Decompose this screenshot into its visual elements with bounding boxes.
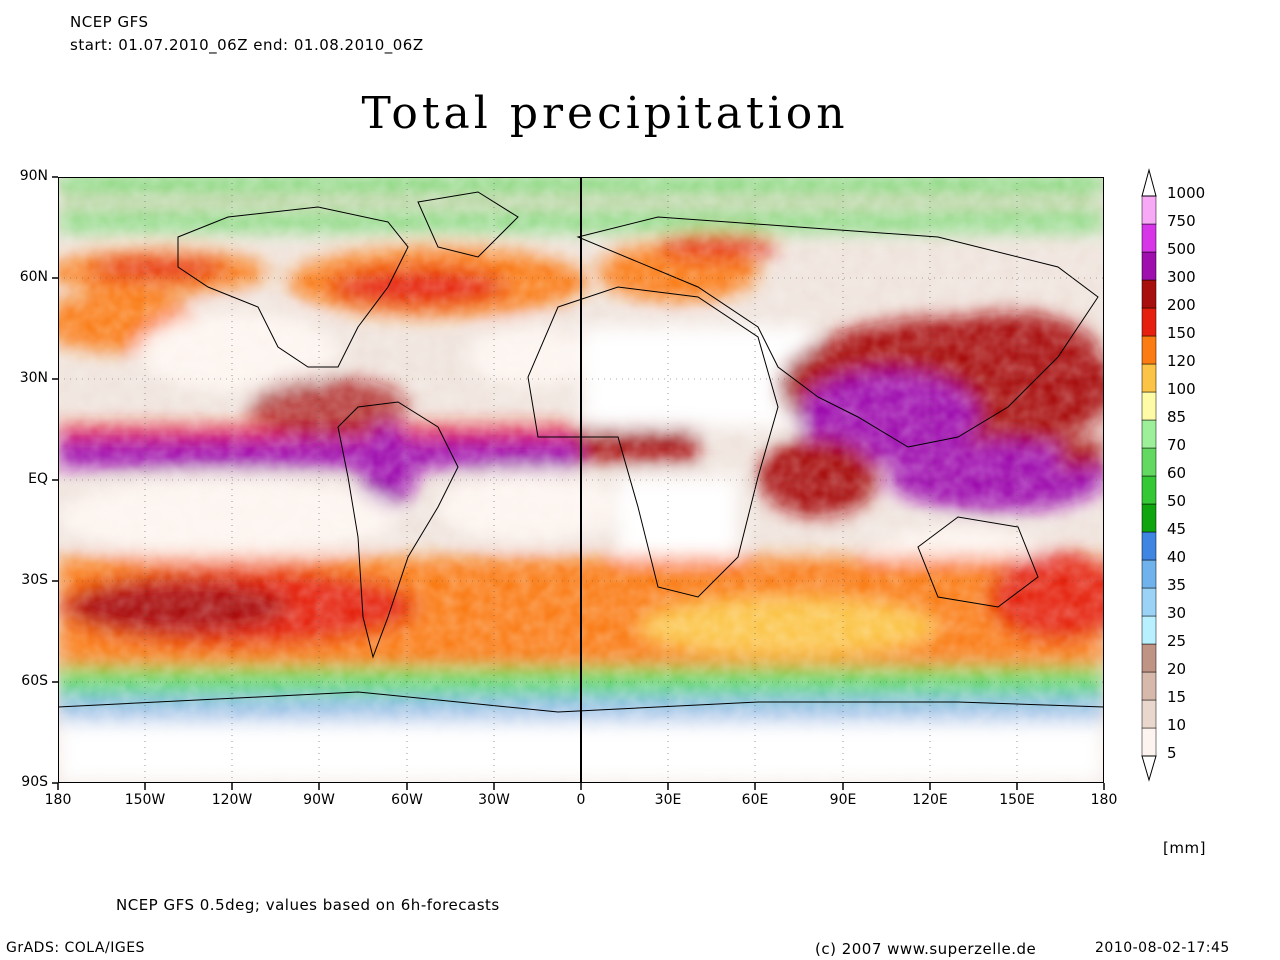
lon-label-60w: 60W bbox=[391, 792, 423, 808]
legend-level-label: 120 bbox=[1167, 352, 1196, 370]
legend-boxes bbox=[1141, 195, 1157, 757]
legend-box bbox=[1141, 195, 1157, 225]
legend-level-label: 35 bbox=[1167, 576, 1187, 594]
legend-box bbox=[1141, 615, 1157, 645]
legend-box bbox=[1141, 727, 1157, 757]
legend-box bbox=[1141, 391, 1157, 421]
unit-label: [mm] bbox=[1163, 839, 1206, 857]
legend-level-label: 70 bbox=[1167, 436, 1187, 454]
legend-level-label: 30 bbox=[1167, 604, 1187, 622]
legend-level-label: 15 bbox=[1167, 688, 1187, 706]
legend-level-label: 1000 bbox=[1167, 184, 1206, 202]
legend-box bbox=[1141, 559, 1157, 589]
map-canvas bbox=[58, 177, 1104, 783]
lat-label-30n: 30N bbox=[19, 370, 48, 386]
legend-level-label: 300 bbox=[1167, 268, 1196, 286]
legend-level-label: 500 bbox=[1167, 240, 1196, 258]
legend-box bbox=[1141, 251, 1157, 281]
lon-label-180w: 180 bbox=[44, 792, 72, 808]
legend-level-label: 150 bbox=[1167, 324, 1196, 342]
legend-box bbox=[1141, 363, 1157, 393]
legend-level-label: 45 bbox=[1167, 520, 1187, 538]
lat-label-60s: 60S bbox=[21, 673, 48, 689]
timestamp: 2010-08-02-17:45 bbox=[1095, 940, 1230, 956]
legend-level-label: 100 bbox=[1167, 380, 1196, 398]
lat-label-eq: EQ bbox=[28, 471, 48, 487]
lon-label-150w: 150W bbox=[124, 792, 166, 808]
legend-box bbox=[1141, 419, 1157, 449]
legend-level-label: 750 bbox=[1167, 212, 1196, 230]
legend-level-label: 5 bbox=[1167, 744, 1177, 762]
lon-label-90e: 90E bbox=[829, 792, 857, 808]
legend-level-label: 200 bbox=[1167, 296, 1196, 314]
legend-box bbox=[1141, 335, 1157, 365]
lon-label-90w: 90W bbox=[303, 792, 335, 808]
legend-level-label: 25 bbox=[1167, 632, 1187, 650]
coastlines bbox=[58, 191, 1104, 713]
legend-box bbox=[1141, 223, 1157, 253]
lat-label-90n: 90N bbox=[19, 168, 48, 184]
software-credit: GrADS: COLA/IGES bbox=[6, 940, 145, 956]
lon-label-60e: 60E bbox=[741, 792, 769, 808]
legend-level-label: 60 bbox=[1167, 464, 1187, 482]
legend-box bbox=[1141, 447, 1157, 477]
time-range: start: 01.07.2010_06Z end: 01.08.2010_06… bbox=[70, 36, 424, 54]
legend-level-label: 85 bbox=[1167, 408, 1187, 426]
legend-box bbox=[1141, 671, 1157, 701]
model-name: NCEP GFS bbox=[70, 13, 149, 31]
legend-box bbox=[1141, 307, 1157, 337]
legend-box bbox=[1141, 279, 1157, 309]
lon-label-150e: 150E bbox=[999, 792, 1035, 808]
color-legend bbox=[1141, 168, 1157, 782]
legend-level-label: 10 bbox=[1167, 716, 1187, 734]
lon-label-180e: 180 bbox=[1090, 792, 1118, 808]
lat-label-60n: 60N bbox=[19, 269, 48, 285]
lon-label-120e: 120E bbox=[912, 792, 948, 808]
legend-box bbox=[1141, 587, 1157, 617]
legend-level-label: 40 bbox=[1167, 548, 1187, 566]
lon-label-120w: 120W bbox=[211, 792, 253, 808]
legend-bottom-arrow bbox=[1141, 755, 1157, 782]
lon-label-30w: 30W bbox=[478, 792, 510, 808]
legend-box bbox=[1141, 475, 1157, 505]
copyright: (c) 2007 www.superzelle.de bbox=[815, 940, 1037, 958]
source-note: NCEP GFS 0.5deg; values based on 6h-fore… bbox=[116, 896, 500, 914]
lon-label-30e: 30E bbox=[654, 792, 682, 808]
legend-level-label: 20 bbox=[1167, 660, 1187, 678]
legend-box bbox=[1141, 643, 1157, 673]
legend-level-label: 50 bbox=[1167, 492, 1187, 510]
legend-top-arrow bbox=[1141, 168, 1157, 197]
legend-box bbox=[1141, 503, 1157, 533]
legend-box bbox=[1141, 531, 1157, 561]
lat-label-30s: 30S bbox=[21, 572, 48, 588]
legend-box bbox=[1141, 699, 1157, 729]
lon-label-0: 0 bbox=[576, 792, 586, 808]
map-title: Total precipitation bbox=[361, 88, 849, 139]
lat-label-90s: 90S bbox=[21, 774, 48, 790]
precipitation-map bbox=[58, 177, 1104, 783]
